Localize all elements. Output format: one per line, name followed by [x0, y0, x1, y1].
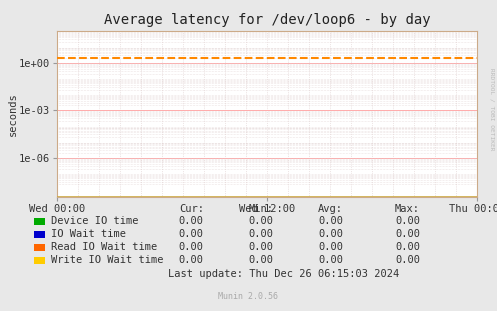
Text: Cur:: Cur: — [179, 204, 204, 214]
Text: Last update: Thu Dec 26 06:15:03 2024: Last update: Thu Dec 26 06:15:03 2024 — [167, 269, 399, 279]
Text: 0.00: 0.00 — [179, 229, 204, 239]
Text: 0.00: 0.00 — [179, 242, 204, 252]
Text: 0.00: 0.00 — [248, 229, 273, 239]
Text: Avg:: Avg: — [318, 204, 343, 214]
Text: RRDTOOL / TOBI OETIKER: RRDTOOL / TOBI OETIKER — [490, 67, 495, 150]
Text: 0.00: 0.00 — [395, 229, 420, 239]
Text: Min:: Min: — [248, 204, 273, 214]
Text: 0.00: 0.00 — [179, 216, 204, 226]
Text: 0.00: 0.00 — [179, 255, 204, 265]
Text: 0.00: 0.00 — [248, 255, 273, 265]
Text: 0.00: 0.00 — [318, 242, 343, 252]
Text: 0.00: 0.00 — [395, 242, 420, 252]
Y-axis label: seconds: seconds — [7, 92, 17, 136]
Text: Max:: Max: — [395, 204, 420, 214]
Text: IO Wait time: IO Wait time — [51, 229, 126, 239]
Text: Munin 2.0.56: Munin 2.0.56 — [219, 292, 278, 301]
Text: Read IO Wait time: Read IO Wait time — [51, 242, 157, 252]
Text: 0.00: 0.00 — [318, 255, 343, 265]
Text: 0.00: 0.00 — [248, 216, 273, 226]
Text: Device IO time: Device IO time — [51, 216, 138, 226]
Text: 0.00: 0.00 — [395, 255, 420, 265]
Text: 0.00: 0.00 — [318, 216, 343, 226]
Text: 0.00: 0.00 — [395, 216, 420, 226]
Text: 0.00: 0.00 — [248, 242, 273, 252]
Title: Average latency for /dev/loop6 - by day: Average latency for /dev/loop6 - by day — [104, 13, 430, 27]
Text: Write IO Wait time: Write IO Wait time — [51, 255, 163, 265]
Text: 0.00: 0.00 — [318, 229, 343, 239]
